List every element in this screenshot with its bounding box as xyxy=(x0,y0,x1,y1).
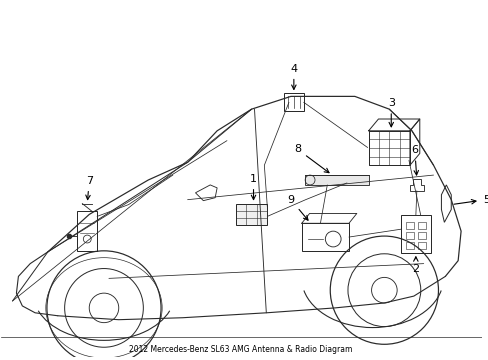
FancyBboxPatch shape xyxy=(305,175,368,185)
Text: 9: 9 xyxy=(287,195,307,220)
Text: 1: 1 xyxy=(249,174,257,199)
Text: 5: 5 xyxy=(453,195,488,204)
Text: 2012 Mercedes-Benz SL63 AMG Antenna & Radio Diagram: 2012 Mercedes-Benz SL63 AMG Antenna & Ra… xyxy=(129,345,352,354)
Text: 4: 4 xyxy=(290,64,297,89)
Text: 8: 8 xyxy=(294,144,328,173)
Text: 2: 2 xyxy=(411,257,419,274)
Text: 3: 3 xyxy=(387,98,394,127)
Text: 6: 6 xyxy=(410,145,418,175)
FancyBboxPatch shape xyxy=(235,204,267,225)
Text: 7: 7 xyxy=(85,176,93,199)
